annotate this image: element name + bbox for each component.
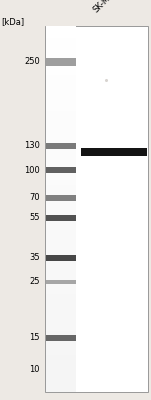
- Bar: [46, 160, 76, 172]
- Bar: [46, 221, 76, 234]
- Bar: [46, 280, 76, 284]
- Bar: [46, 255, 76, 261]
- Bar: [46, 331, 76, 343]
- Bar: [46, 167, 76, 173]
- Bar: [46, 258, 76, 270]
- Text: 70: 70: [29, 194, 40, 202]
- Bar: [46, 38, 76, 50]
- Bar: [46, 58, 76, 66]
- Bar: [46, 335, 76, 341]
- Bar: [46, 255, 76, 261]
- Text: 100: 100: [24, 166, 40, 174]
- Bar: [46, 124, 76, 136]
- Bar: [46, 306, 76, 319]
- Bar: [46, 148, 76, 160]
- Bar: [46, 50, 76, 62]
- Bar: [46, 136, 76, 148]
- Bar: [46, 343, 76, 355]
- Bar: [46, 197, 76, 209]
- Bar: [46, 172, 76, 185]
- Bar: [46, 380, 76, 392]
- Bar: [46, 167, 76, 173]
- Bar: [46, 185, 76, 197]
- Bar: [46, 356, 76, 368]
- Bar: [46, 270, 76, 282]
- Text: 250: 250: [24, 58, 40, 66]
- Bar: [46, 246, 76, 258]
- Bar: [81, 148, 147, 156]
- Bar: [46, 280, 76, 284]
- Bar: [45, 26, 148, 392]
- Text: [kDa]: [kDa]: [2, 18, 25, 26]
- Text: 55: 55: [29, 214, 40, 222]
- Bar: [46, 215, 76, 221]
- Bar: [46, 294, 76, 306]
- Bar: [46, 62, 76, 75]
- Bar: [46, 87, 76, 99]
- Text: 130: 130: [24, 142, 40, 150]
- Bar: [46, 58, 76, 66]
- Bar: [46, 282, 76, 294]
- Bar: [46, 319, 76, 331]
- Bar: [46, 234, 76, 246]
- Text: SK-MEL-30: SK-MEL-30: [92, 0, 129, 14]
- Bar: [46, 215, 76, 221]
- Text: 35: 35: [29, 254, 40, 262]
- Text: 25: 25: [29, 278, 40, 286]
- Bar: [46, 111, 76, 124]
- Bar: [46, 143, 76, 149]
- Bar: [46, 143, 76, 149]
- Text: 15: 15: [29, 334, 40, 342]
- Bar: [46, 99, 76, 111]
- Bar: [46, 368, 76, 380]
- Bar: [46, 196, 76, 201]
- Bar: [46, 196, 76, 201]
- Bar: [46, 75, 76, 87]
- Text: 10: 10: [29, 366, 40, 374]
- Bar: [46, 26, 76, 38]
- Bar: [46, 335, 76, 341]
- Bar: [46, 209, 76, 221]
